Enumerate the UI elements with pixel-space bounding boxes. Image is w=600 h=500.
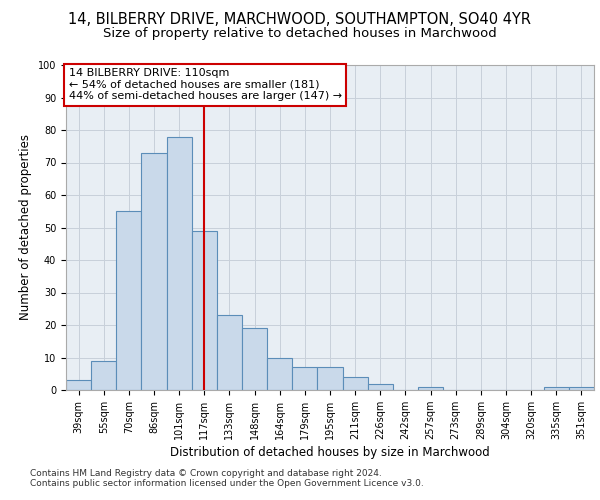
Y-axis label: Number of detached properties: Number of detached properties <box>19 134 32 320</box>
Bar <box>544 387 569 390</box>
Bar <box>66 380 91 390</box>
Bar <box>418 387 443 390</box>
Bar <box>292 367 317 390</box>
Bar <box>167 136 192 390</box>
Text: 14 BILBERRY DRIVE: 110sqm
← 54% of detached houses are smaller (181)
44% of semi: 14 BILBERRY DRIVE: 110sqm ← 54% of detac… <box>68 68 342 102</box>
Bar <box>142 153 167 390</box>
Bar <box>267 358 292 390</box>
Bar <box>192 231 217 390</box>
Bar <box>242 328 267 390</box>
Text: Contains HM Land Registry data © Crown copyright and database right 2024.: Contains HM Land Registry data © Crown c… <box>30 468 382 477</box>
Text: 14, BILBERRY DRIVE, MARCHWOOD, SOUTHAMPTON, SO40 4YR: 14, BILBERRY DRIVE, MARCHWOOD, SOUTHAMPT… <box>68 12 532 28</box>
Bar <box>368 384 393 390</box>
Text: Size of property relative to detached houses in Marchwood: Size of property relative to detached ho… <box>103 28 497 40</box>
X-axis label: Distribution of detached houses by size in Marchwood: Distribution of detached houses by size … <box>170 446 490 459</box>
Bar <box>116 211 142 390</box>
Text: Contains public sector information licensed under the Open Government Licence v3: Contains public sector information licen… <box>30 478 424 488</box>
Bar <box>569 387 594 390</box>
Bar <box>343 377 368 390</box>
Bar <box>217 316 242 390</box>
Bar <box>317 367 343 390</box>
Bar <box>91 361 116 390</box>
